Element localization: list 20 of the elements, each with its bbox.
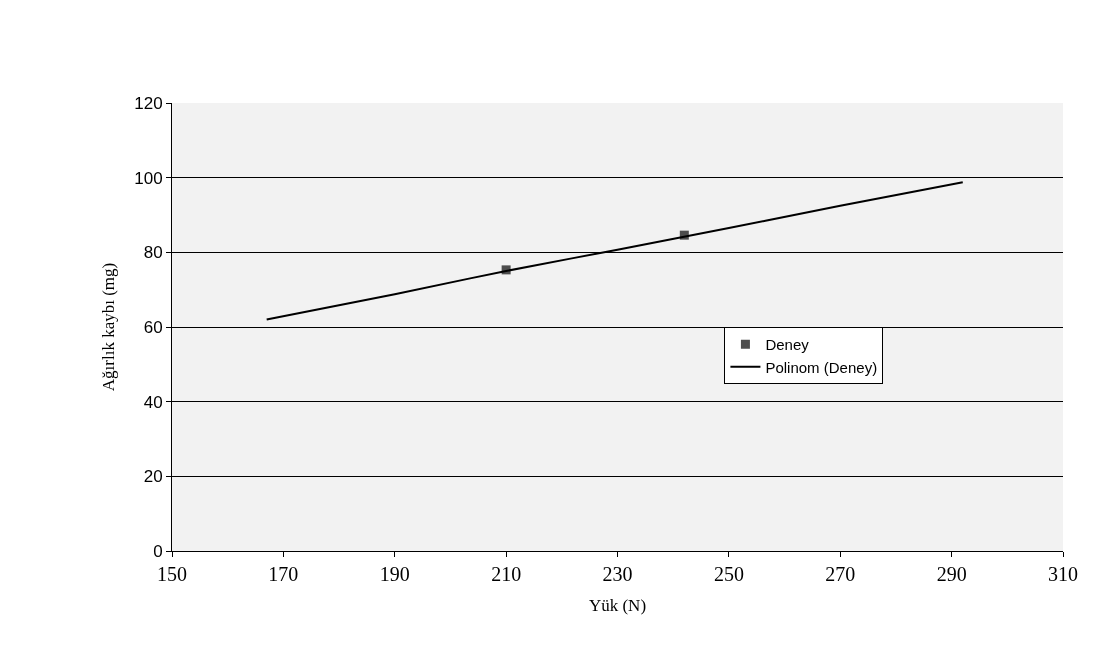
x-axis-title: Yük (N) xyxy=(588,596,647,616)
legend-label: Deney xyxy=(765,336,810,354)
x-tick-label: 270 xyxy=(825,563,856,585)
y-tick-label: 20 xyxy=(143,467,163,487)
x-tick-label: 150 xyxy=(157,563,187,585)
y-tick-label: 100 xyxy=(134,168,163,188)
legend-label: Polinom (Deney) xyxy=(765,358,878,376)
x-tick-label: 210 xyxy=(491,563,522,585)
y-tick-label: 60 xyxy=(143,317,163,337)
y-tick-label: 120 xyxy=(134,93,163,113)
x-tick-label: 170 xyxy=(268,563,299,585)
x-tick-label: 190 xyxy=(379,563,410,585)
x-tick-label: 250 xyxy=(713,563,744,585)
y-tick-label: 80 xyxy=(143,243,163,263)
y-tick-label: 40 xyxy=(143,392,163,412)
y-tick-label: 0 xyxy=(153,541,163,561)
x-tick-label: 290 xyxy=(936,563,967,585)
x-tick-label: 230 xyxy=(602,563,633,585)
x-tick-label: 310 xyxy=(1048,563,1078,585)
y-axis-title: Ağırlık kaybı (mg) xyxy=(98,262,118,392)
